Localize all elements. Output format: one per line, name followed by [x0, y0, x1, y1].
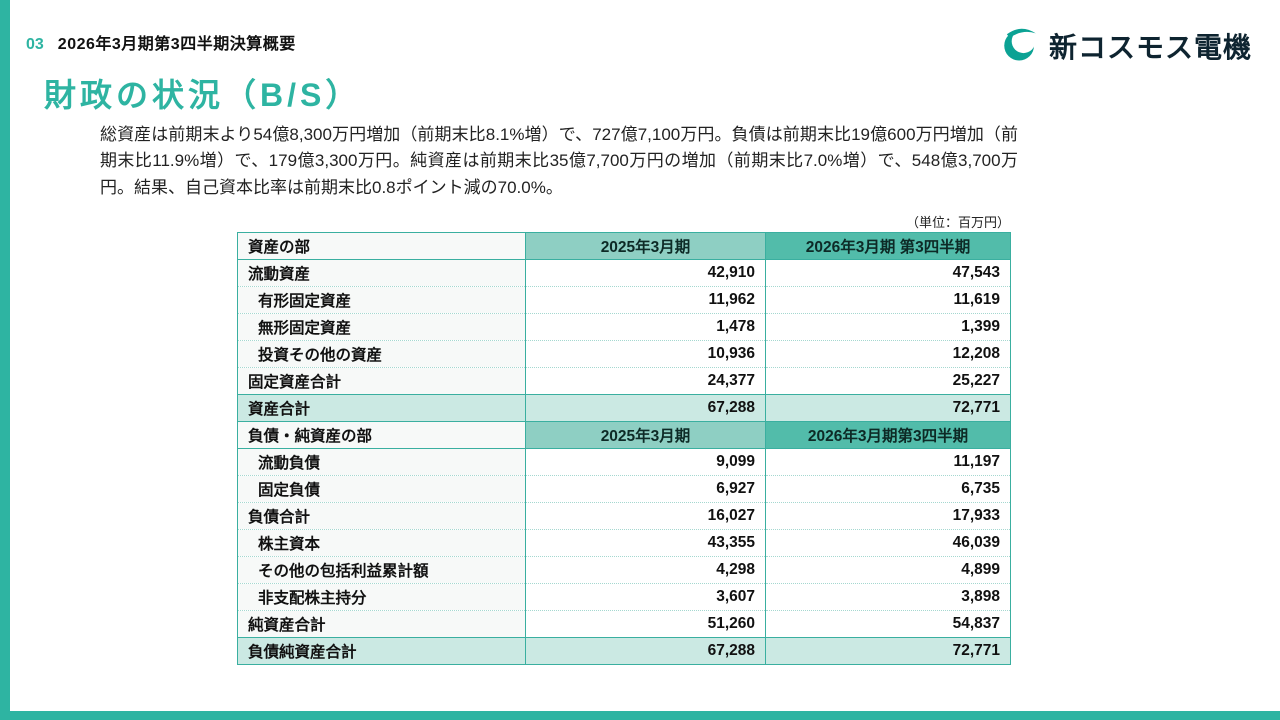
row-label: 負債合計 [237, 502, 526, 530]
value-2025: 11,962 [525, 286, 766, 314]
value-2026: 72,771 [765, 637, 1011, 665]
value-2025: 67,288 [525, 394, 766, 422]
value-2026: 11,619 [765, 286, 1011, 314]
bottom-accent-bar [0, 711, 1280, 720]
assets-col-2026-header: 2026年3月期 第3四半期 [765, 232, 1011, 260]
page-number: 03 [26, 36, 44, 53]
value-2026: 3,898 [765, 583, 1011, 611]
value-2025: 9,099 [525, 448, 766, 476]
company-logo: 新コスモス電機 [999, 22, 1252, 69]
left-accent-bar [0, 0, 10, 720]
table-row: 流動資産 42,910 47,543 [237, 259, 1011, 287]
value-2026: 11,197 [765, 448, 1011, 476]
liabilities-header-row: 負債・純資産の部 2025年3月期 2026年3月期第3四半期 [237, 421, 1011, 449]
liabilities-col-2026-header: 2026年3月期第3四半期 [765, 421, 1011, 449]
value-2026: 72,771 [765, 394, 1011, 422]
value-2026: 46,039 [765, 529, 1011, 557]
assets-col-2025-header: 2025年3月期 [525, 232, 766, 260]
value-2026: 12,208 [765, 340, 1011, 368]
value-2026: 1,399 [765, 313, 1011, 341]
row-label: 純資産合計 [237, 610, 526, 638]
assets-header-row: 資産の部 2025年3月期 2026年3月期 第3四半期 [237, 232, 1011, 260]
page-title: 財政の状況（B/S） [44, 77, 362, 113]
row-label: 流動資産 [237, 259, 526, 287]
table-row: 純資産合計 51,260 54,837 [237, 610, 1011, 638]
table-row: 負債合計 16,027 17,933 [237, 502, 1011, 530]
liabilities-col-2025-header: 2025年3月期 [525, 421, 766, 449]
value-2025: 6,927 [525, 475, 766, 503]
value-2025: 24,377 [525, 367, 766, 395]
row-label: 資産合計 [237, 394, 526, 422]
value-2026: 47,543 [765, 259, 1011, 287]
row-label: 固定負債 [237, 475, 526, 503]
table-row: 流動負債 9,099 11,197 [237, 448, 1011, 476]
header-title: 2026年3月期第3四半期決算概要 [57, 36, 296, 53]
value-2025: 4,298 [525, 556, 766, 584]
value-2025: 51,260 [525, 610, 766, 638]
table-row: 固定負債 6,927 6,735 [237, 475, 1011, 503]
value-2025: 16,027 [525, 502, 766, 530]
row-label: 無形固定資産 [237, 313, 526, 341]
value-2025: 1,478 [525, 313, 766, 341]
logo-text: 新コスモス電機 [1048, 31, 1252, 63]
row-label: 非支配株主持分 [237, 583, 526, 611]
value-2026: 4,899 [765, 556, 1011, 584]
table-row: 非支配株主持分 3,607 3,898 [237, 583, 1011, 611]
summary-paragraph: 総資産は前期末より54億8,300万円増加（前期末比8.1%増）で、727億7,… [100, 125, 1018, 197]
table-row: 有形固定資産 11,962 11,619 [237, 286, 1011, 314]
row-label: 固定資産合計 [237, 367, 526, 395]
value-2025: 10,936 [525, 340, 766, 368]
balance-sheet-table: 資産の部 2025年3月期 2026年3月期 第3四半期 流動資産 42,910… [237, 232, 1011, 665]
table-row: 固定資産合計 24,377 25,227 [237, 367, 1011, 395]
liabilities-section-label: 負債・純資産の部 [237, 421, 526, 449]
row-label: 株主資本 [237, 529, 526, 557]
row-label: 有形固定資産 [237, 286, 526, 314]
unit-note: （単位：百万円） [905, 215, 1010, 230]
row-label: 負債純資産合計 [237, 637, 526, 665]
table-row: 投資その他の資産 10,936 12,208 [237, 340, 1011, 368]
value-2025: 43,355 [525, 529, 766, 557]
liabilities-net-assets-total-row: 負債純資産合計 67,288 72,771 [237, 637, 1011, 665]
table-row: 無形固定資産 1,478 1,399 [237, 313, 1011, 341]
logo-swoosh-icon [999, 22, 1041, 69]
value-2026: 54,837 [765, 610, 1011, 638]
row-label: 投資その他の資産 [237, 340, 526, 368]
row-label: 流動負債 [237, 448, 526, 476]
value-2025: 67,288 [525, 637, 766, 665]
value-2026: 25,227 [765, 367, 1011, 395]
slide-header: 03 2026年3月期第3四半期決算概要 [26, 30, 296, 54]
value-2025: 42,910 [525, 259, 766, 287]
assets-total-row: 資産合計 67,288 72,771 [237, 394, 1011, 422]
row-label: その他の包括利益累計額 [237, 556, 526, 584]
value-2025: 3,607 [525, 583, 766, 611]
value-2026: 6,735 [765, 475, 1011, 503]
assets-section-label: 資産の部 [237, 232, 526, 260]
value-2026: 17,933 [765, 502, 1011, 530]
table-row: 株主資本 43,355 46,039 [237, 529, 1011, 557]
table-row: その他の包括利益累計額 4,298 4,899 [237, 556, 1011, 584]
